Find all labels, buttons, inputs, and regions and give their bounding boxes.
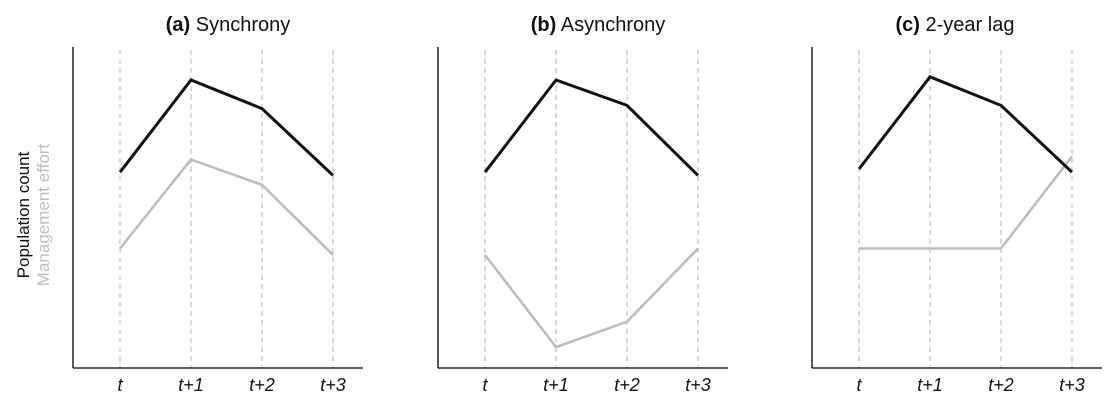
panel-title: (a) Synchrony bbox=[166, 14, 291, 36]
population-line bbox=[118, 78, 335, 177]
population-line bbox=[483, 78, 700, 177]
panel-title-text: 2-year lag bbox=[920, 14, 1015, 36]
x-tick-label: t+2 bbox=[614, 375, 640, 395]
x-tick-label: t+1 bbox=[178, 375, 204, 395]
population-line bbox=[857, 74, 1074, 174]
panel-title-prefix: (a) bbox=[166, 14, 190, 36]
x-tick-label: t bbox=[856, 375, 862, 395]
panel-title-prefix: (c) bbox=[896, 14, 920, 36]
management-line bbox=[483, 247, 699, 349]
x-tick-label: t bbox=[117, 375, 123, 395]
panel-3: (c) 2-year lag t t+1 t+2 t+3 bbox=[811, 14, 1102, 395]
management-line bbox=[118, 157, 334, 256]
x-tick-label: t+3 bbox=[1059, 375, 1085, 395]
panel-title: (b) Asynchrony bbox=[531, 14, 666, 36]
panel-2: (b) Asynchrony t t+1 t+2 t+3 bbox=[437, 14, 728, 395]
management-line bbox=[859, 155, 1074, 250]
x-tick-label: t bbox=[482, 375, 488, 395]
panel-title-text: Asynchrony bbox=[556, 14, 665, 36]
x-tick-label: t+1 bbox=[917, 375, 943, 395]
x-tick-label: t+1 bbox=[543, 375, 569, 395]
x-tick-label: t+3 bbox=[320, 375, 346, 395]
x-tick-label: t+3 bbox=[685, 375, 711, 395]
panel-title: (c) 2-year lag bbox=[896, 14, 1015, 36]
panel-title-prefix: (b) bbox=[531, 14, 557, 36]
x-tick-label: t+2 bbox=[988, 375, 1014, 395]
panel-title-text: Synchrony bbox=[190, 14, 290, 36]
panel-1: (a) Synchrony t t+1 t+2 t+3 bbox=[72, 14, 363, 395]
x-tick-label: t+2 bbox=[249, 375, 275, 395]
